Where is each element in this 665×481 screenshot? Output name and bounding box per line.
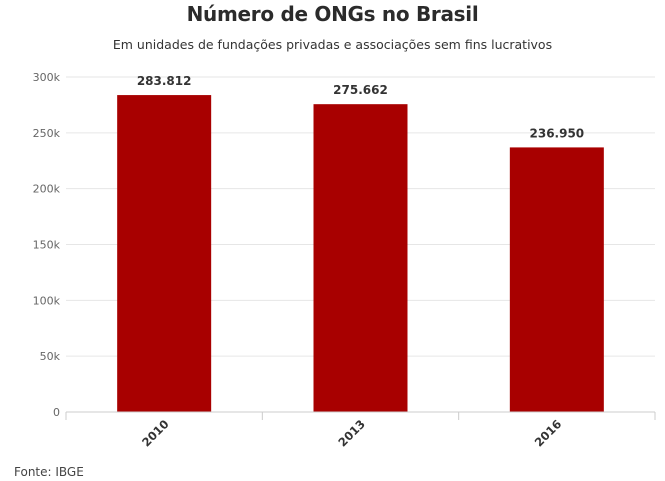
chart-title: Número de ONGs no Brasil xyxy=(186,2,479,26)
bar-2013 xyxy=(313,104,408,413)
y-tick-label: 150k xyxy=(33,239,61,252)
y-tick-label: 50k xyxy=(40,350,61,363)
data-label-2016: 236.950 xyxy=(530,126,585,140)
data-label-2013: 275.662 xyxy=(333,83,388,97)
x-tick-label: 2010 xyxy=(139,417,172,450)
chart-subtitle: Em unidades de fundações privadas e asso… xyxy=(112,37,553,52)
bar-2016 xyxy=(509,147,604,413)
y-tick-label: 250k xyxy=(33,127,61,140)
y-tick-label: 200k xyxy=(33,183,61,196)
x-tick-label: 2013 xyxy=(335,417,368,450)
x-tick-label: 2016 xyxy=(532,417,565,450)
bar-2010 xyxy=(117,95,212,412)
y-tick-label: 0 xyxy=(53,406,60,419)
y-tick-label: 300k xyxy=(33,71,61,84)
y-tick-label: 100k xyxy=(33,294,61,307)
data-label-2010: 283.812 xyxy=(137,74,192,88)
source-note: Fonte: IBGE xyxy=(14,465,84,479)
